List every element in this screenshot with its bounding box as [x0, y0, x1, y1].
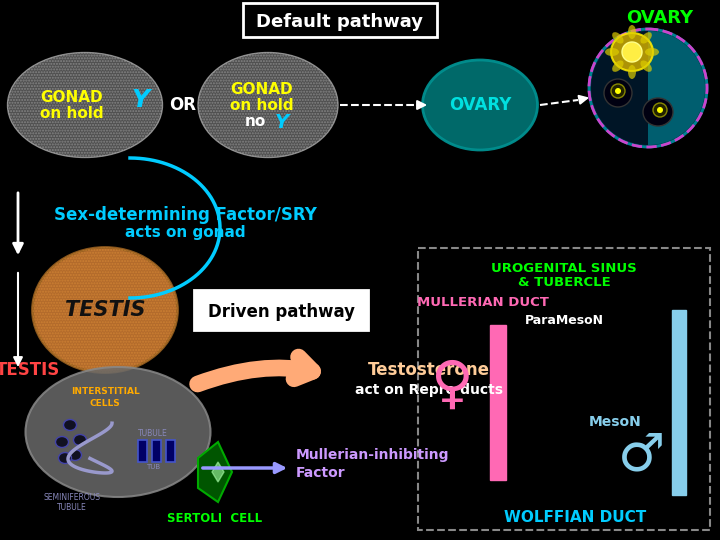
Text: Factor: Factor: [296, 466, 346, 480]
Text: TUBULE: TUBULE: [57, 503, 87, 511]
Circle shape: [615, 88, 621, 94]
Text: WOLFFIAN DUCT: WOLFFIAN DUCT: [504, 510, 646, 525]
Ellipse shape: [58, 453, 71, 463]
Text: acts on gonad: acts on gonad: [125, 226, 246, 240]
Ellipse shape: [605, 48, 619, 56]
Text: OR: OR: [169, 96, 197, 114]
Text: Mullerian-inhibiting: Mullerian-inhibiting: [296, 448, 449, 462]
Text: Sex-determining Factor/SRY: Sex-determining Factor/SRY: [53, 206, 316, 224]
Text: ♂: ♂: [618, 429, 665, 481]
Ellipse shape: [589, 29, 707, 147]
Text: TUB: TUB: [146, 464, 160, 470]
Text: Testosterone: Testosterone: [368, 361, 490, 379]
Text: OVARY: OVARY: [449, 96, 511, 114]
FancyArrowPatch shape: [197, 357, 312, 384]
Circle shape: [622, 42, 642, 62]
Bar: [138, 440, 147, 462]
Ellipse shape: [7, 52, 163, 158]
Ellipse shape: [55, 436, 68, 448]
FancyBboxPatch shape: [243, 3, 437, 37]
Text: act on Repro ducts: act on Repro ducts: [355, 383, 503, 397]
Text: UROGENITAL SINUS: UROGENITAL SINUS: [491, 261, 637, 274]
Bar: [152, 440, 161, 462]
Ellipse shape: [641, 60, 652, 72]
Polygon shape: [212, 462, 224, 482]
Ellipse shape: [645, 48, 659, 56]
Text: on hold: on hold: [230, 98, 294, 113]
Ellipse shape: [643, 98, 673, 126]
Text: & TUBERCLE: & TUBERCLE: [518, 276, 611, 289]
Text: GONAD: GONAD: [41, 90, 103, 105]
Circle shape: [657, 107, 663, 113]
Text: MesoN: MesoN: [589, 415, 642, 429]
Ellipse shape: [612, 32, 624, 44]
Text: TUBULE: TUBULE: [138, 429, 168, 438]
Ellipse shape: [628, 65, 636, 79]
Text: Driven pathway: Driven pathway: [207, 303, 354, 321]
Ellipse shape: [611, 33, 653, 71]
Bar: [490, 325, 506, 480]
Text: OVARY: OVARY: [626, 9, 693, 27]
Ellipse shape: [198, 52, 338, 158]
Wedge shape: [591, 31, 648, 145]
Text: INTERSTITIAL: INTERSTITIAL: [71, 388, 140, 396]
Text: Default pathway: Default pathway: [256, 13, 423, 31]
Ellipse shape: [73, 435, 86, 446]
Polygon shape: [198, 442, 232, 502]
Circle shape: [653, 103, 667, 117]
Ellipse shape: [612, 60, 624, 72]
FancyBboxPatch shape: [194, 290, 368, 330]
Text: MULLERIAN DUCT: MULLERIAN DUCT: [417, 295, 549, 308]
Text: TESTIS: TESTIS: [0, 361, 60, 379]
Text: ParaMesoN: ParaMesoN: [525, 314, 604, 327]
Bar: [166, 440, 175, 462]
Ellipse shape: [641, 32, 652, 44]
Text: no: no: [244, 114, 266, 130]
Text: SEMINIFEROUS: SEMINIFEROUS: [43, 492, 101, 502]
Wedge shape: [648, 31, 705, 145]
Text: CELLS: CELLS: [89, 399, 120, 408]
Ellipse shape: [628, 25, 636, 39]
Bar: [672, 310, 686, 495]
Text: Y: Y: [131, 88, 149, 112]
Circle shape: [611, 84, 625, 98]
Text: SERTOLI  CELL: SERTOLI CELL: [168, 512, 263, 525]
Ellipse shape: [68, 449, 81, 461]
Text: ♀: ♀: [431, 356, 473, 414]
Ellipse shape: [25, 367, 210, 497]
Ellipse shape: [604, 79, 632, 107]
Bar: [418, 248, 710, 530]
Text: TESTIS: TESTIS: [65, 300, 145, 320]
Text: GONAD: GONAD: [230, 83, 293, 98]
Text: on hold: on hold: [40, 105, 104, 120]
Ellipse shape: [32, 247, 178, 373]
Ellipse shape: [63, 420, 76, 430]
Ellipse shape: [423, 60, 538, 150]
Text: Y: Y: [275, 112, 289, 132]
